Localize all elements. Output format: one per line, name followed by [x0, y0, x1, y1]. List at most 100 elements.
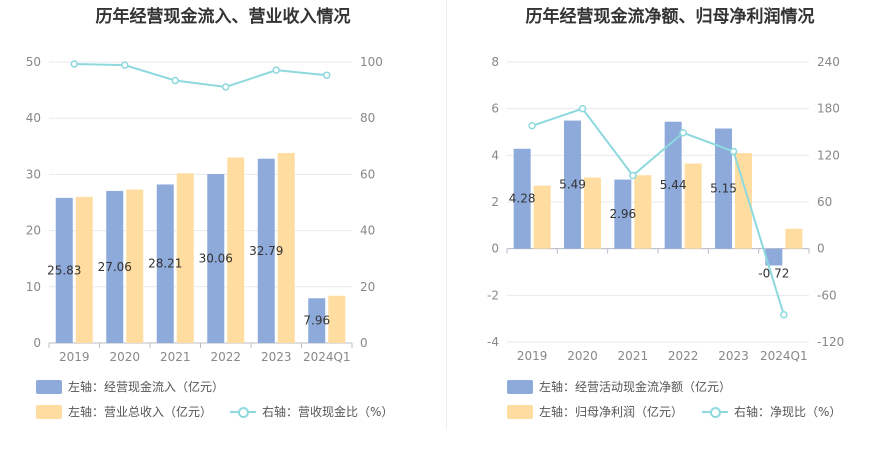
bar	[227, 157, 245, 343]
bar	[308, 298, 326, 343]
bar-data-label: 5.44	[660, 178, 687, 192]
y-left-tick-label: 0	[33, 336, 41, 350]
y-right-tick-label: 0	[817, 242, 825, 256]
bar	[75, 196, 93, 343]
legend-item-revenue[interactable]: 左轴：营业总收入（亿元）	[36, 403, 212, 420]
chart-title: 历年经营现金流入、营业收入情况	[95, 7, 351, 27]
y-right-tick-label: 60	[817, 195, 832, 209]
legend-item-net-profit[interactable]: 左轴：归母净利润（亿元）	[507, 403, 683, 420]
bar-data-label: 5.15	[710, 182, 737, 196]
y-left-tick-label: 20	[26, 224, 41, 238]
line-point	[679, 129, 687, 137]
y-left-tick-label: 0	[491, 242, 499, 256]
legend-item-ratio[interactable]: 右轴：营收现金比（%）	[230, 403, 393, 420]
series-line	[74, 62, 327, 89]
bar-data-label: 7.96	[303, 314, 330, 328]
y-right-tick-label: 40	[360, 224, 375, 238]
y-left-tick-label: -4	[487, 335, 499, 349]
bar	[785, 228, 803, 249]
bar	[207, 174, 225, 343]
y-right-tick-label: 20	[360, 280, 375, 294]
bar	[715, 128, 732, 249]
legend-swatch-bar	[36, 379, 62, 394]
legend-swatch-line-icon	[230, 405, 256, 419]
x-tick-label: 2020	[109, 350, 140, 364]
bar	[106, 190, 124, 343]
bar-data-label: 25.83	[47, 263, 81, 277]
y-left-tick-label: 10	[26, 280, 41, 294]
legend-item-net-cash[interactable]: 左轴：经营活动现金流净额（亿元）	[507, 378, 731, 395]
y-left-tick-label: 8	[491, 55, 499, 69]
x-tick-label: 2024Q1	[760, 349, 808, 363]
chart-legend: 左轴：经营现金流入（亿元） 左轴：营业总收入（亿元） 右轴：营收现金比（%）	[0, 0, 446, 458]
line-point	[780, 311, 788, 319]
bar	[257, 158, 275, 343]
y-left-tick-label: -2	[487, 288, 499, 302]
bar	[156, 184, 174, 343]
bar-data-label: 27.06	[98, 260, 132, 274]
x-tick-label: 2022	[668, 349, 699, 363]
x-tick-label: 2021	[160, 350, 191, 364]
series-line	[531, 107, 785, 316]
legend-swatch-bar	[36, 404, 62, 419]
x-tick-label: 2019	[59, 350, 90, 364]
bar-data-label: 5.49	[559, 178, 586, 192]
line-point	[121, 61, 129, 69]
y-right-tick-label: -60	[817, 288, 837, 302]
bar	[614, 179, 632, 249]
bar	[584, 177, 601, 249]
bar	[684, 163, 702, 249]
x-tick-label: 2019	[517, 349, 548, 363]
chart-legend: 左轴：经营活动现金流净额（亿元） 左轴：归母净利润（亿元） 右轴：净现比（%）	[447, 0, 893, 458]
chart-plot-area: 0 10 20 30 40 50 0 20 40 60 80 100 2019 2020 2021 2022 2…	[26, 55, 383, 364]
bar	[634, 175, 652, 249]
y-left-tick-label: 4	[491, 148, 499, 162]
bar	[513, 148, 531, 249]
y-right-tick-label: 80	[360, 111, 375, 125]
chart-plot-area: -4 -2 0 2 4 6 8 -120 -60 0 60 120 180 240 2019 2020 2021…	[487, 55, 844, 363]
bar	[277, 153, 295, 343]
legend-label: 左轴：营业总收入（亿元）	[68, 405, 213, 419]
chart-title: 历年经营现金流净额、归母净利润情况	[525, 7, 815, 27]
line-point	[578, 104, 587, 113]
bar	[664, 121, 682, 249]
bar	[176, 173, 194, 343]
x-tick-label: 2024Q1	[303, 350, 351, 364]
y-left-tick-label: 50	[26, 55, 41, 69]
x-tick-label: 2023	[718, 349, 749, 363]
legend-swatch-bar	[507, 404, 533, 419]
chart-panel-netcash-profit: 历年经营现金流净额、归母净利润情况 -4 -2 0 2 4 6 8 -120 -60 0 60 120…	[447, 0, 893, 458]
legend-label: 左轴：经营活动现金流净额（亿元）	[539, 380, 732, 394]
line-point	[272, 66, 280, 74]
x-tick-label: 2020	[567, 349, 598, 363]
bar	[533, 185, 551, 249]
x-tick-label: 2023	[261, 350, 292, 364]
legend-label: 右轴：净现比（%）	[734, 405, 842, 419]
y-right-tick-label: -120	[817, 335, 844, 349]
bar-data-label: 28.21	[148, 257, 182, 271]
legend-swatch-bar	[507, 379, 533, 394]
legend-item-net-cash-ratio[interactable]: 右轴：净现比（%）	[702, 403, 841, 420]
line-point	[222, 83, 230, 91]
legend-item-cash-inflow[interactable]: 左轴：经营现金流入（亿元）	[36, 378, 224, 395]
bar	[55, 197, 73, 343]
bar-data-label: 2.96	[609, 207, 636, 221]
bar	[735, 153, 752, 249]
line-point	[528, 122, 536, 130]
line-point	[171, 76, 179, 85]
legend-swatch-line-icon	[702, 405, 728, 419]
y-left-tick-label: 6	[491, 102, 499, 116]
bar	[126, 189, 144, 343]
bar-data-label: 30.06	[199, 252, 233, 266]
bar-data-label: 32.79	[249, 244, 283, 258]
bar-data-label: 4.28	[509, 192, 536, 206]
x-tick-label: 2021	[618, 349, 649, 363]
x-tick-label: 2022	[210, 350, 241, 364]
chart-panel-cashflow-revenue: 历年经营现金流入、营业收入情况 0 10 20 30 40 50 0 20 40 60 80 100 2…	[0, 0, 446, 458]
bar	[328, 295, 346, 343]
line-point	[323, 71, 331, 79]
y-right-tick-label: 100	[360, 55, 383, 69]
y-left-tick-label: 2	[491, 195, 499, 209]
legend-label: 右轴：营收现金比（%）	[262, 405, 394, 419]
bar-data-label: -0.72	[758, 266, 789, 280]
